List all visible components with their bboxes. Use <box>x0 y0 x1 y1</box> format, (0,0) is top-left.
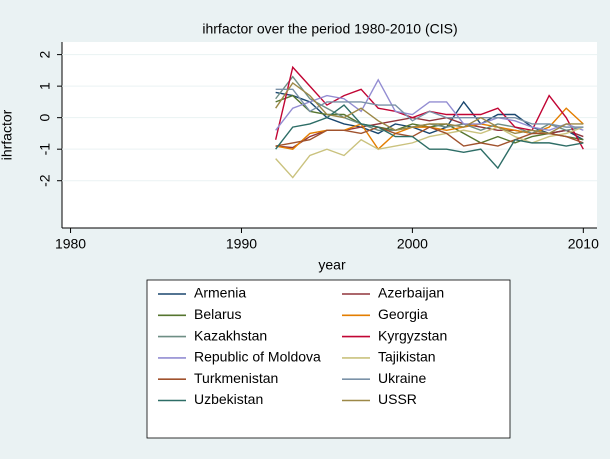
legend <box>146 279 511 439</box>
y-axis-label: ihrfactor <box>0 109 15 160</box>
series-line <box>275 78 584 131</box>
x-tick-label: 2000 <box>397 236 428 252</box>
legend-label: USSR <box>378 391 417 407</box>
y-tick-label: -1 <box>37 143 53 156</box>
series-line <box>275 104 584 170</box>
x-tick-label: 1980 <box>55 236 86 252</box>
series-line <box>275 88 584 128</box>
y-tick-label: 2 <box>37 51 53 59</box>
chart-title: ihrfactor over the period 1980-2010 (CIS… <box>202 21 457 37</box>
legend-label: Republic of Moldova <box>194 349 321 365</box>
y-tick-label: 1 <box>37 82 53 90</box>
legend-label: Azerbaijan <box>378 285 444 301</box>
series-line <box>275 126 584 147</box>
legend-label: Uzbekistan <box>194 391 263 407</box>
y-tick-label: -2 <box>37 174 53 187</box>
x-tick-label: 2010 <box>568 236 599 252</box>
x-axis-label: year <box>318 257 346 273</box>
legend-label: Turkmenistan <box>194 370 278 386</box>
legend-label: Belarus <box>194 306 241 322</box>
legend-label: Armenia <box>194 285 246 301</box>
y-tick-label: 0 <box>37 114 53 122</box>
legend-label: Tajikistan <box>378 349 436 365</box>
legend-label: Ukraine <box>378 370 426 386</box>
legend-label: Kyrgyzstan <box>378 327 447 343</box>
series-line <box>275 81 584 135</box>
legend-label: Georgia <box>378 306 428 322</box>
legend-label: Kazakhstan <box>194 327 267 343</box>
x-tick-label: 1990 <box>226 236 257 252</box>
plot-area <box>62 42 597 228</box>
